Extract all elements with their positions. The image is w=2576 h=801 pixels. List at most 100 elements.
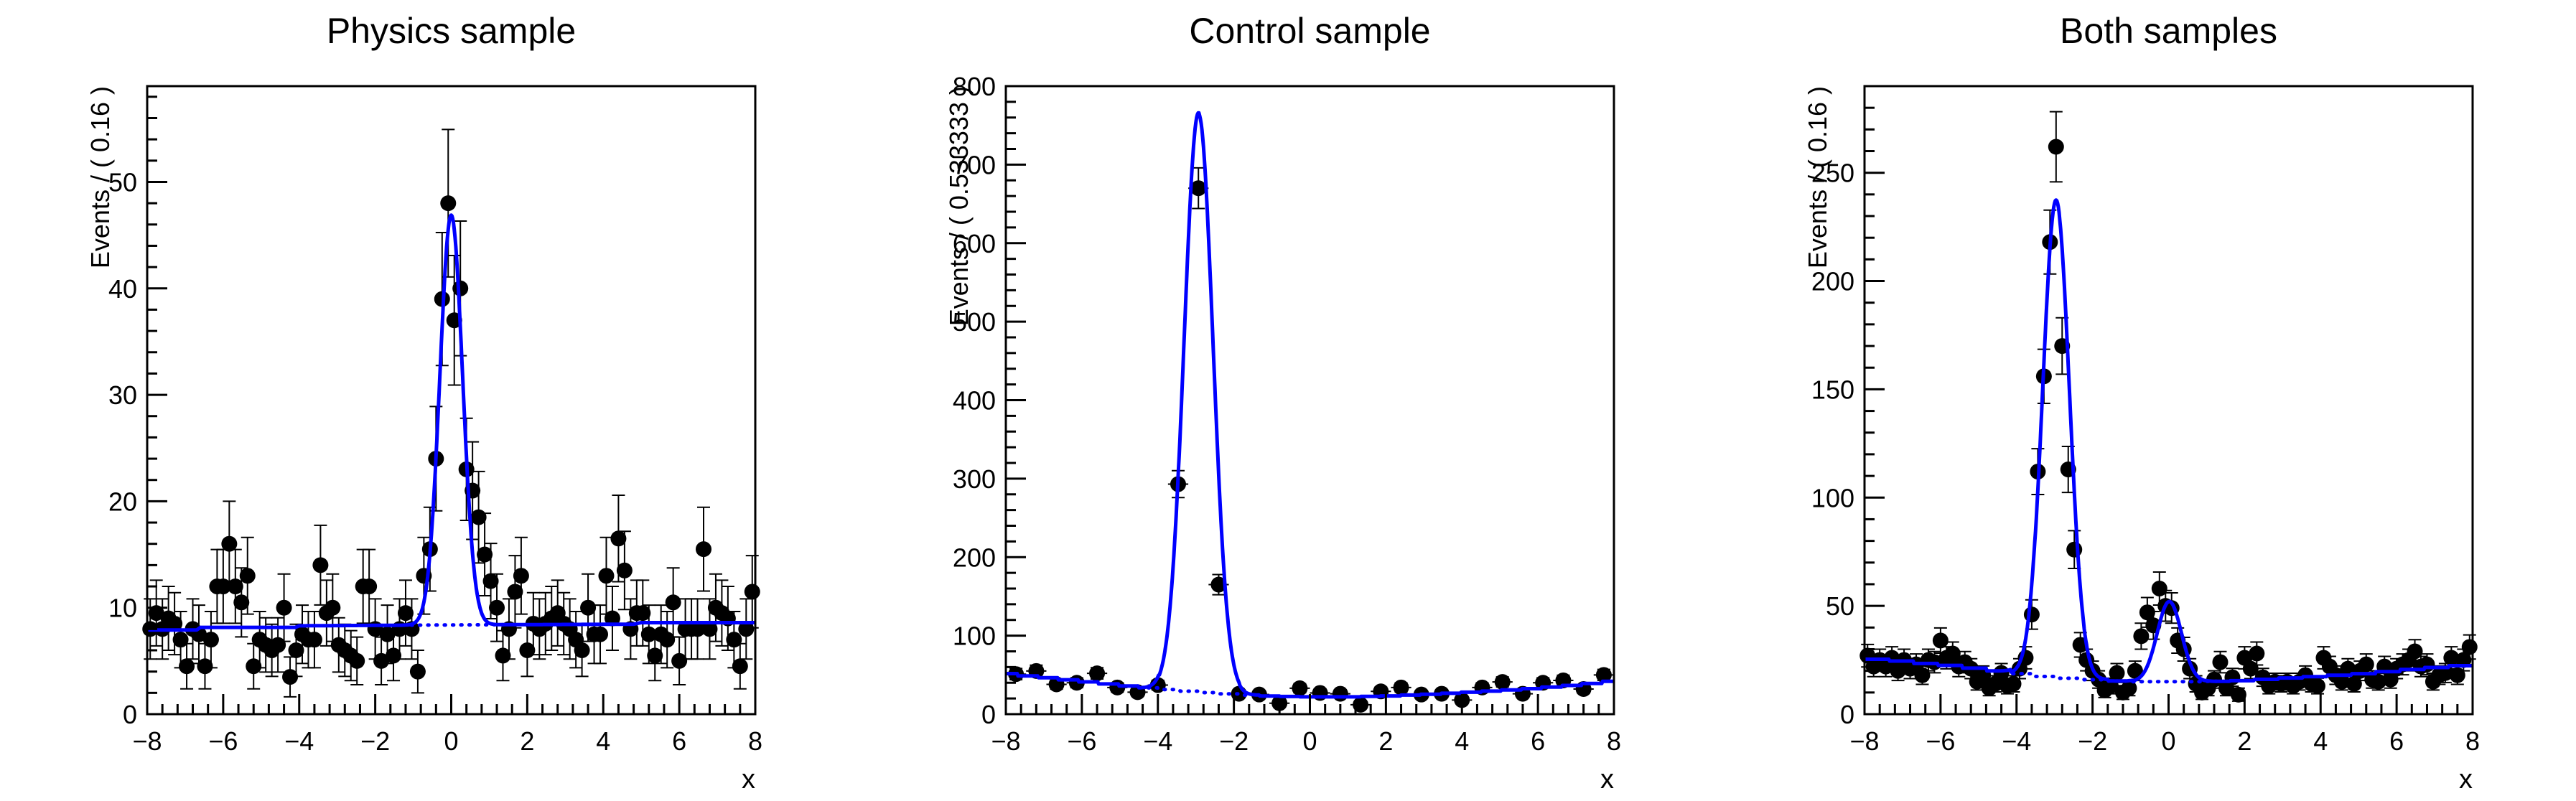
data-marker [239,568,256,584]
data-marker [1190,180,1207,197]
x-axis-title: x [2459,764,2473,795]
y-tick-label: 0 [981,700,996,729]
data-marker [1271,695,1288,711]
data-marker [2461,639,2478,655]
data-marker [580,599,597,616]
x-axis: −8 −6 −4 −2 0 2 4 6 8 [1849,694,2480,756]
fit-curve [1863,198,2474,683]
data-marker [2230,686,2246,703]
plot-title: Control sample [1189,11,1431,51]
data-marker [246,658,262,675]
y-tick-label: 50 [108,167,137,197]
data-marker [665,594,681,611]
data-marker [2127,662,2143,679]
data-marker [2121,680,2137,696]
data-marker [197,658,213,675]
y-tick-label: 100 [1811,483,1854,512]
data-marker [1944,645,1961,662]
data-marker [2005,675,2022,692]
data-marker [2133,628,2150,645]
x-tick-label: −2 [1219,726,1249,756]
x-tick-label: −2 [360,726,390,756]
data-marker [1393,679,1409,695]
data-marker [409,663,426,680]
data-marker [2310,678,2326,694]
data-marker [167,615,183,632]
plot-frame [1004,85,1615,716]
y-tick-label: 50 [1826,591,1854,621]
x-tick-label: 0 [1302,726,1317,756]
data-marker [616,562,633,578]
data-marker [1932,632,1949,649]
data-marker [1089,665,1106,682]
data-marker [2151,581,2167,596]
data-marker [2109,665,2125,681]
x-tick-label: 0 [444,726,458,756]
x-tick-label: 8 [748,726,762,756]
x-tick-label: −4 [2002,726,2031,756]
y-axis-title: Events / ( 0.16 ) [1803,86,1832,268]
y-tick-label: 20 [108,487,137,516]
x-tick-label: −4 [284,726,314,756]
y-tick-label: 100 [953,622,996,651]
y-tick-label: 250 [1811,159,1854,188]
data-marker [312,557,329,573]
x-tick-label: 4 [596,726,610,756]
data-marker [513,568,529,584]
x-tick-label: 4 [1455,726,1469,756]
data-marker [2212,654,2229,670]
data-marker [659,632,676,648]
data-marker [306,632,322,648]
data-marker [1595,667,1612,683]
data-marker [179,658,195,675]
fit-curve [1004,111,1615,699]
plot-canvas-both: −8 −6 −4 −2 0 2 4 6 8 0 50 100 150 200 250 x Events / ( … [1803,85,2480,795]
x-tick-label: −8 [132,726,162,756]
y-tick-label: 200 [953,543,996,572]
data-marker [2358,656,2374,673]
data-marker [288,642,304,659]
data-points [1006,167,1614,713]
plot-canvas-control: −8 −6 −4 −2 0 2 4 6 8 0 100 200 300 400 500 600 700 800 x E… [944,72,1621,795]
data-marker [610,530,627,547]
data-marker [2066,541,2083,558]
data-marker [738,621,755,637]
data-marker [2370,673,2386,690]
y-tick-label: 500 [953,307,996,337]
y-tick-label: 0 [1840,700,1854,729]
data-marker [227,578,243,595]
data-marker [373,652,390,669]
y-tick-label: 400 [953,386,996,416]
y-tick-label: 30 [108,380,137,410]
data-marker [574,642,590,659]
x-axis: −8 −6 −4 −2 0 2 4 6 8 [132,694,762,756]
y-axis: 0 50 100 150 200 250 [1811,85,1885,729]
panel-physics-sample: −8 −6 −4 −2 0 2 4 6 8 0 10 20 30 40 50 x Events / ( 0.16… [0,0,859,801]
x-tick-label: 6 [672,726,686,756]
x-tick-label: −6 [1926,726,1955,756]
x-tick-label: 0 [2161,726,2175,756]
data-marker [598,568,615,584]
data-marker [732,658,748,675]
plot-frame [146,85,757,716]
x-tick-label: 6 [1531,726,1545,756]
data-marker [1292,680,1308,696]
plot-frame [1863,85,2474,716]
data-marker [2333,673,2350,690]
data-marker [1494,674,1511,690]
data-marker [2443,650,2460,666]
x-tick-label: 8 [2465,726,2480,756]
data-marker [325,599,341,616]
data-marker [592,626,609,642]
data-marker [202,632,219,648]
data-marker [507,584,523,600]
data-marker [744,584,760,600]
y-tick-label: 600 [953,229,996,258]
y-axis: 0 100 200 300 400 500 600 700 800 [953,72,1026,729]
x-axis: −8 −6 −4 −2 0 2 4 6 8 [991,694,1621,756]
data-marker [2048,139,2064,155]
panel-control-sample: −8 −6 −4 −2 0 2 4 6 8 0 100 200 300 400 500 600 700 800 x E… [859,0,1717,801]
plot-title: Physics sample [326,11,577,51]
data-marker [689,621,706,637]
